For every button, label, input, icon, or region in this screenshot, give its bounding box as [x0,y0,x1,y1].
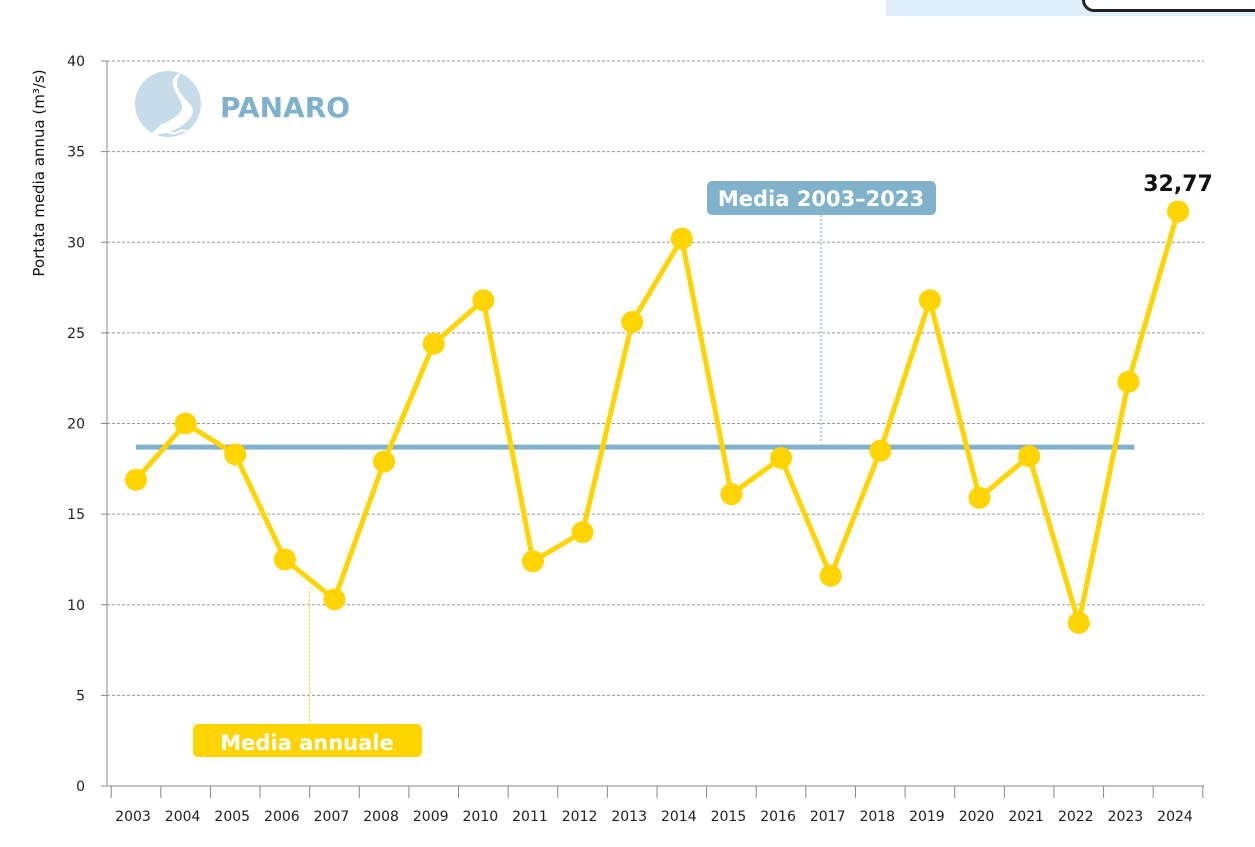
x-tick-label: 2021 [1008,809,1044,825]
data-point [770,446,793,469]
series-points [125,200,1189,634]
x-tick-label: 2011 [512,809,548,825]
x-tick-label: 2005 [214,809,250,825]
data-point [918,289,941,312]
data-point [1018,445,1041,468]
data-point [422,332,445,355]
y-tick-label: 0 [76,779,85,795]
x-tick-label: 2006 [264,809,300,825]
panaro-logo: PANARO [135,71,350,137]
y-axis-label: Portata media annua (m³/s) [30,69,48,276]
y-tick-label: 20 [67,417,85,433]
y-tick-label: 10 [67,598,85,614]
top-pill-button[interactable] [1082,0,1255,12]
data-point [472,289,495,312]
y-tick-label: 5 [76,688,85,704]
x-tick-label: 2008 [363,809,399,825]
x-tick-label: 2004 [165,809,201,825]
river-wave-icon [150,72,193,136]
data-point [869,439,892,462]
x-tick-label: 2020 [959,809,995,825]
data-point [1167,200,1189,223]
data-point [273,548,296,571]
x-tick-label: 2016 [760,809,796,825]
x-tick-label: 2017 [810,809,846,825]
reference-label-box [707,181,936,215]
y-tick-label: 40 [67,54,85,70]
last-value-label: 32,77 [1143,172,1213,197]
series-label-box [193,724,422,757]
y-tick-label: 30 [67,235,85,251]
series-label: Media annuale [220,731,394,755]
data-point [1067,611,1090,634]
x-tick-label: 2022 [1058,809,1094,825]
data-point [571,521,594,544]
data-point [323,588,346,611]
data-point [125,468,147,491]
x-tick-label: 2003 [115,809,151,825]
x-tick-label: 2024 [1157,809,1193,825]
data-point [174,412,197,435]
y-tick-label: 15 [67,507,85,523]
y-tick-labels: 0 5 10 15 20 25 30 35 40 [67,54,85,795]
data-point [1117,370,1140,393]
x-tick-label: 2023 [1108,809,1144,825]
data-point [373,450,396,473]
data-point [670,227,693,250]
data-point [819,564,842,587]
axes [106,61,1204,787]
data-point [224,443,247,466]
x-tick-label: 2009 [413,809,449,825]
y-tick-label: 25 [67,326,85,342]
grid-lines [101,60,1204,787]
data-point [720,483,743,506]
x-tick-label: 2007 [314,809,350,825]
x-tick-label: 2018 [859,809,895,825]
x-tick-label: 2015 [711,809,747,825]
x-tick-label: 2019 [909,809,945,825]
data-point [968,486,991,509]
x-tick-label: 2013 [611,809,647,825]
logo-text: PANARO [220,91,350,124]
reference-label: Media 2003–2023 [718,187,924,211]
data-point [521,550,544,573]
data-point [621,311,644,333]
series-line [134,210,1181,626]
x-tick-label: 2014 [661,809,697,825]
x-tick-labels: 2003 2004 2005 2006 2007 2008 2009 2010 2011 2012… [110,786,1204,825]
x-tick-label: 2012 [562,809,598,825]
y-tick-label: 35 [67,145,85,161]
x-tick-label: 2010 [463,809,499,825]
